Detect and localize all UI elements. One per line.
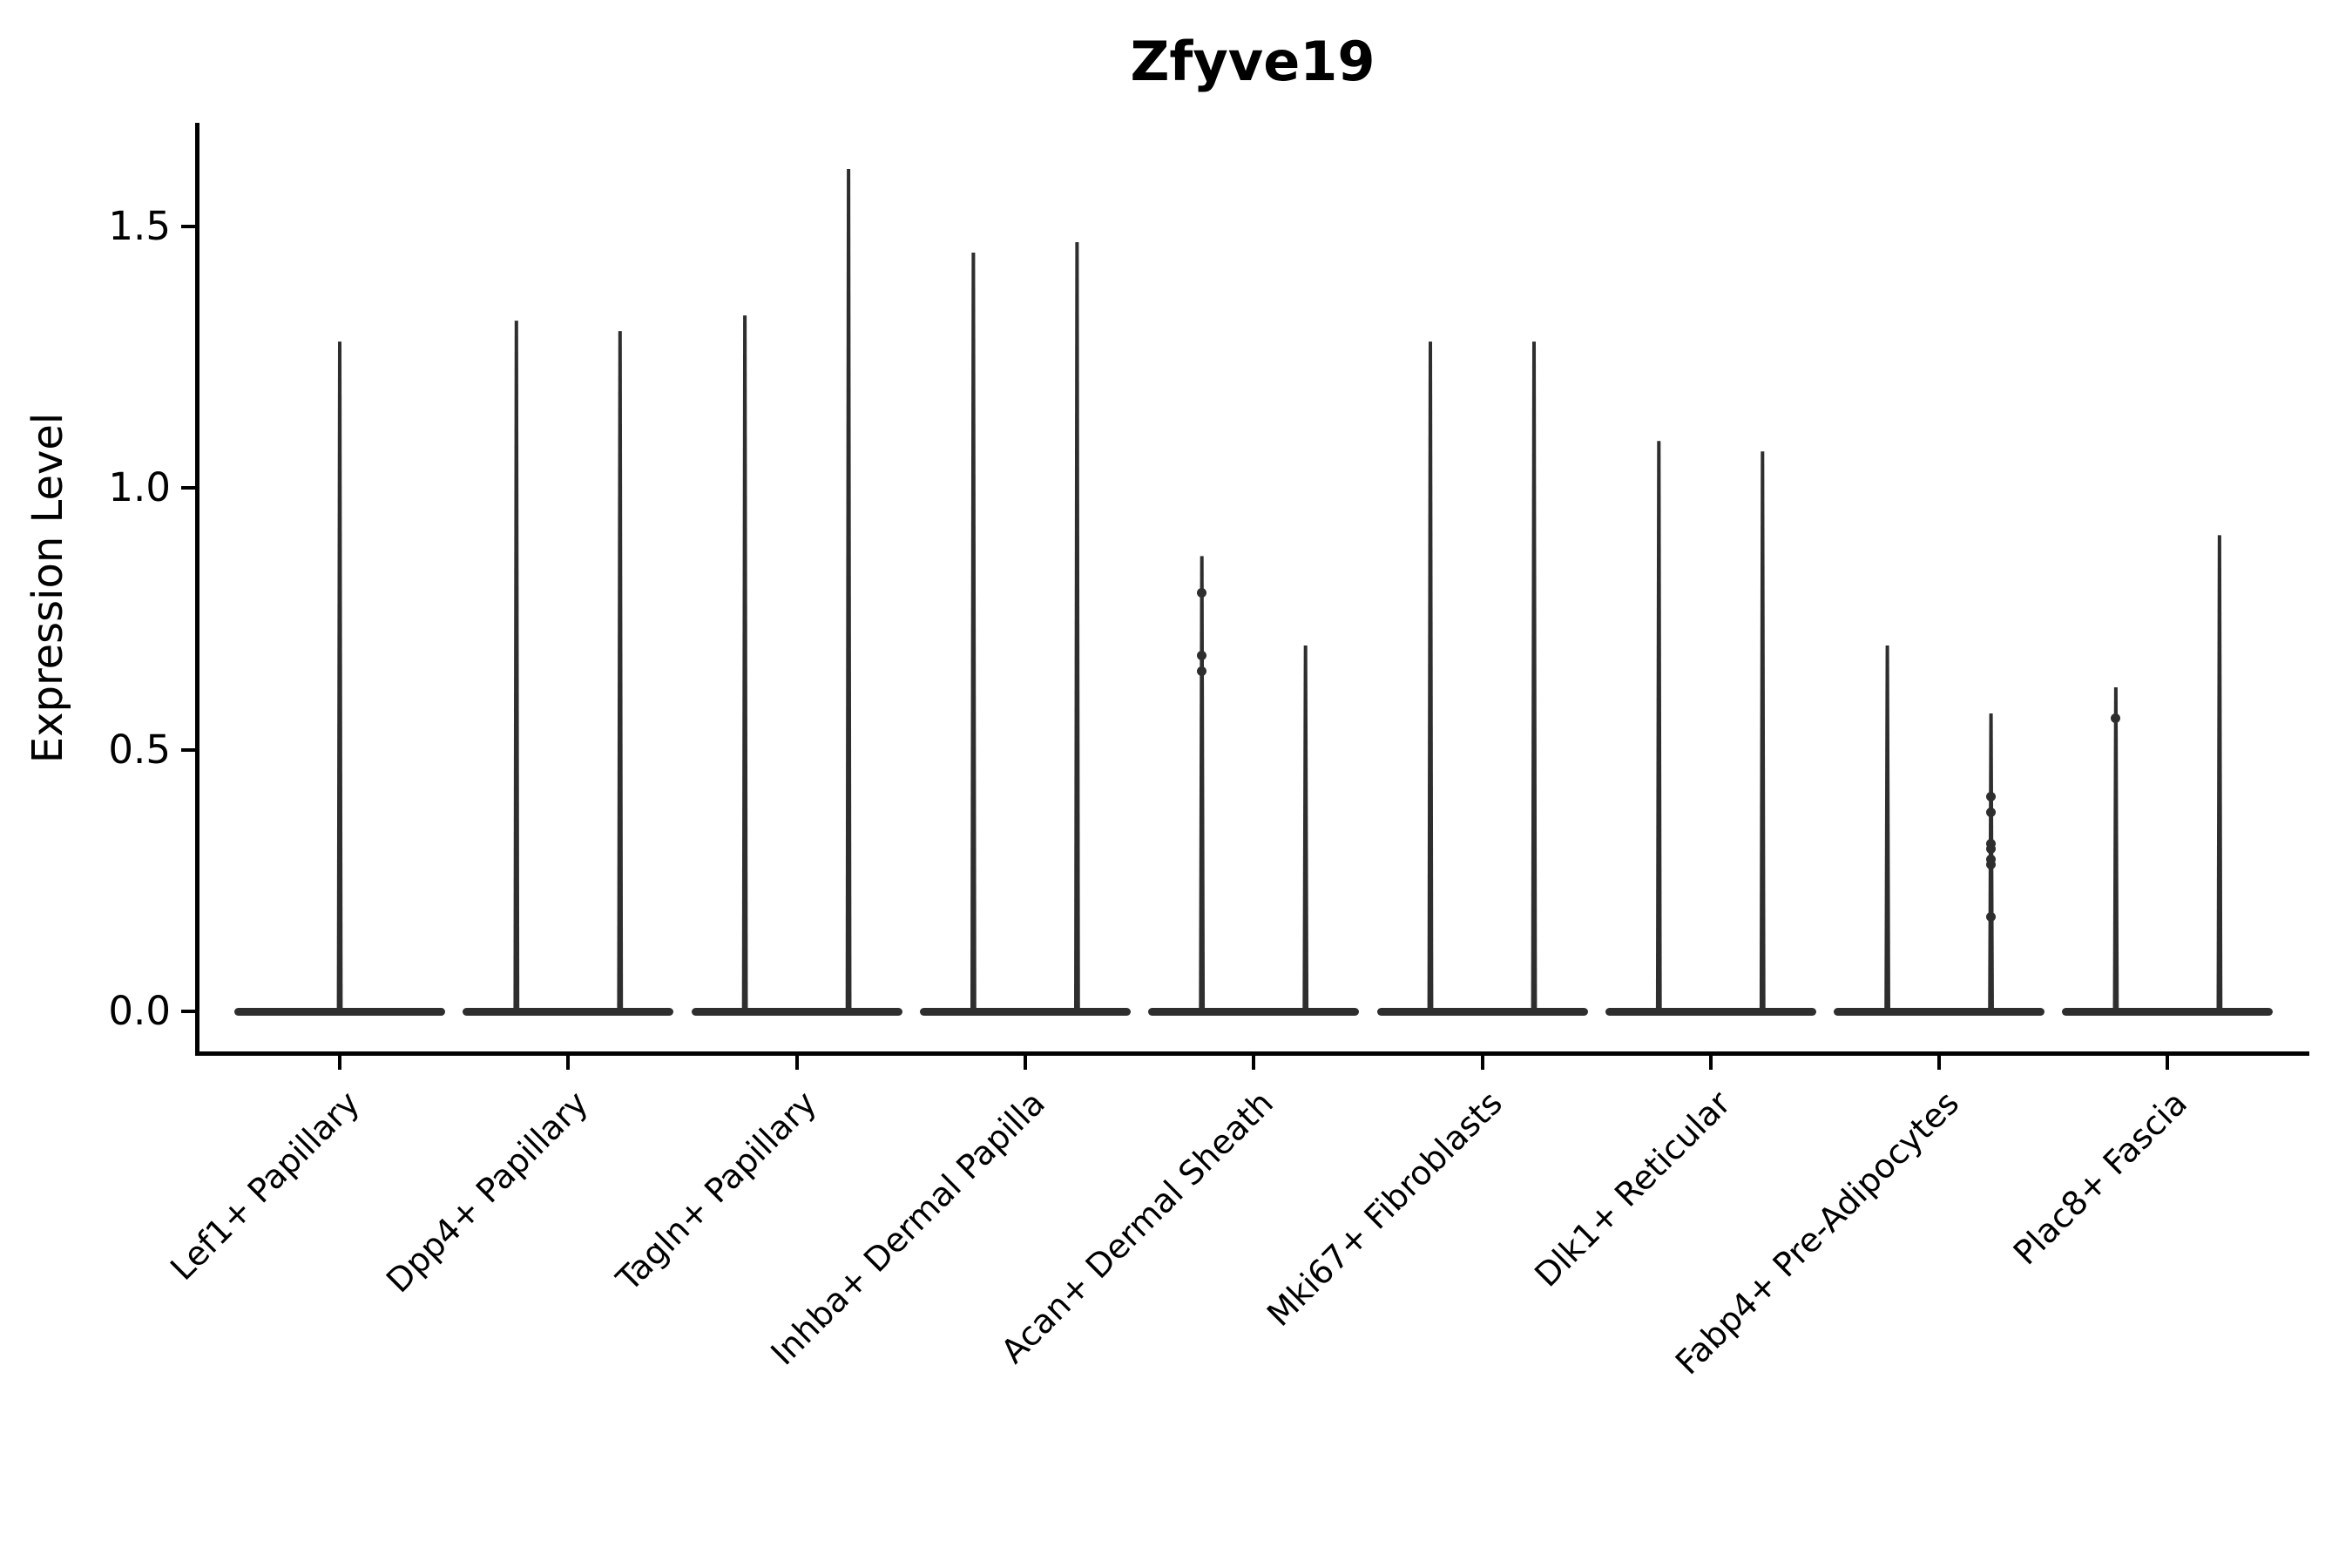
x-tick-mark [338,1056,341,1070]
jitter-point [1197,666,1207,677]
jitter-point [1986,792,1997,802]
x-tick-label-anchor: Plac8+ Fascia [0,1084,2194,1272]
jitter-point [1986,839,1997,849]
y-tick-label: 1.5 [108,202,171,249]
y-tick-label: 0.5 [108,726,171,773]
jitter-point [1986,844,1997,855]
violin-spike [845,168,852,1016]
violin-base [2062,1008,2274,1016]
y-tick-mark [181,486,197,490]
violin-spike [1884,645,1890,1016]
x-axis-spine [195,1051,2309,1056]
jitter-point [1197,587,1207,598]
y-axis-label: Expression Level [24,412,72,764]
x-tick-label: Plac8+ Fascia [2006,1084,2195,1273]
y-tick-label: 1.0 [108,464,171,511]
x-tick-label: Acan+ Dermal Sheath [993,1084,1281,1371]
violin-spike [1531,341,1538,1016]
violin-spike [336,341,343,1016]
violin-base [463,1008,674,1016]
jitter-point [1197,651,1207,661]
jitter-point [1986,808,1997,818]
violin-spike [1759,451,1766,1016]
y-tick-mark [181,224,197,228]
violin-spike [1073,241,1080,1016]
violin-spike [617,331,624,1016]
violin-base [1605,1008,1816,1016]
violin-base [919,1008,1131,1016]
jitter-point [1986,855,1997,865]
y-tick-mark [181,747,197,752]
x-tick-mark [1480,1056,1484,1070]
x-tick-mark [1708,1056,1713,1070]
x-tick-mark [1023,1056,1027,1070]
violin-spike [2112,686,2119,1016]
violin-spike [741,315,748,1016]
y-axis-spine [195,123,199,1056]
violin-spike [1655,441,1662,1016]
x-tick-mark [794,1056,799,1070]
violin-spike [513,321,520,1016]
violin-base [1376,1008,1588,1016]
jitter-point [2111,713,2121,724]
x-tick-mark [2166,1056,2170,1070]
violin-spike [1199,556,1206,1016]
jitter-point [1986,912,1997,923]
y-tick-mark [181,1010,197,1013]
violin-spike [1302,645,1309,1016]
x-tick-mark [566,1056,571,1070]
violin-base [1834,1008,2045,1016]
x-tick-mark [1252,1056,1256,1070]
violin-spike [970,252,977,1016]
violin-base [691,1008,902,1016]
chart-title: Zfyve19 [1130,30,1375,93]
x-tick-mark [1937,1056,1942,1070]
y-tick-label: 0.0 [108,988,171,1034]
violin-base [1148,1008,1360,1016]
violin-spike [2216,535,2223,1016]
jitter-point [1986,860,1997,870]
violin-spike [1427,341,1434,1016]
